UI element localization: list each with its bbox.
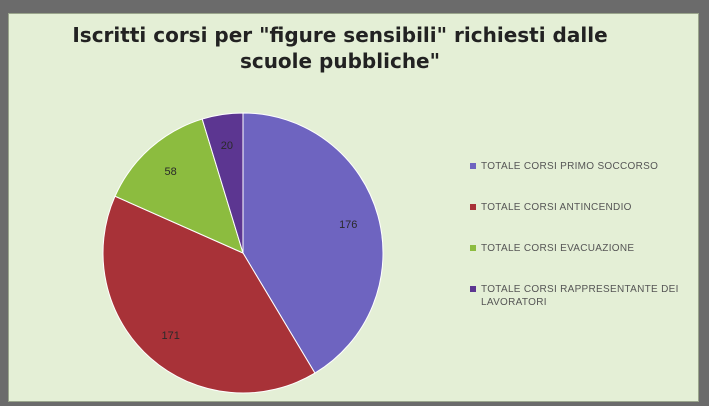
- slice-rappresentante: [201, 112, 244, 254]
- slice-primo-soccorso: [242, 112, 384, 374]
- legend-label: TOTALE CORSI PRIMO SOCCORSO: [481, 161, 659, 172]
- label-primo-soccorso: 176: [339, 219, 357, 231]
- label-antincendio: 171: [161, 330, 179, 342]
- legend-label: TOTALE CORSI RAPPRESENTANTE DEI LAVORATO…: [481, 284, 679, 308]
- legend-item-antincendio: TOTALE CORSI ANTINCENDIO: [470, 201, 690, 214]
- slice-antincendio: [102, 195, 316, 394]
- legend-item-rappresentante: TOTALE CORSI RAPPRESENTANTE DEI LAVORATO…: [470, 283, 690, 309]
- legend-label: TOTALE CORSI EVACUAZIONE: [481, 243, 635, 254]
- slice-evacuazione: [114, 118, 244, 254]
- legend-swatch: [470, 204, 476, 210]
- legend-swatch: [470, 286, 476, 292]
- label-rappresentante: 20: [221, 140, 233, 152]
- legend-item-primo-soccorso: TOTALE CORSI PRIMO SOCCORSO: [470, 160, 690, 173]
- chart-title: Iscritti corsi per "figure sensibili" ri…: [72, 23, 608, 73]
- legend-swatch: [470, 245, 476, 251]
- legend-swatch: [470, 163, 476, 169]
- label-evacuazione: 58: [165, 166, 177, 178]
- legend-item-evacuazione: TOTALE CORSI EVACUAZIONE: [470, 242, 690, 255]
- chart-legend: TOTALE CORSI PRIMO SOCCORSO TOTALE CORSI …: [470, 160, 690, 337]
- legend-label: TOTALE CORSI ANTINCENDIO: [481, 202, 632, 213]
